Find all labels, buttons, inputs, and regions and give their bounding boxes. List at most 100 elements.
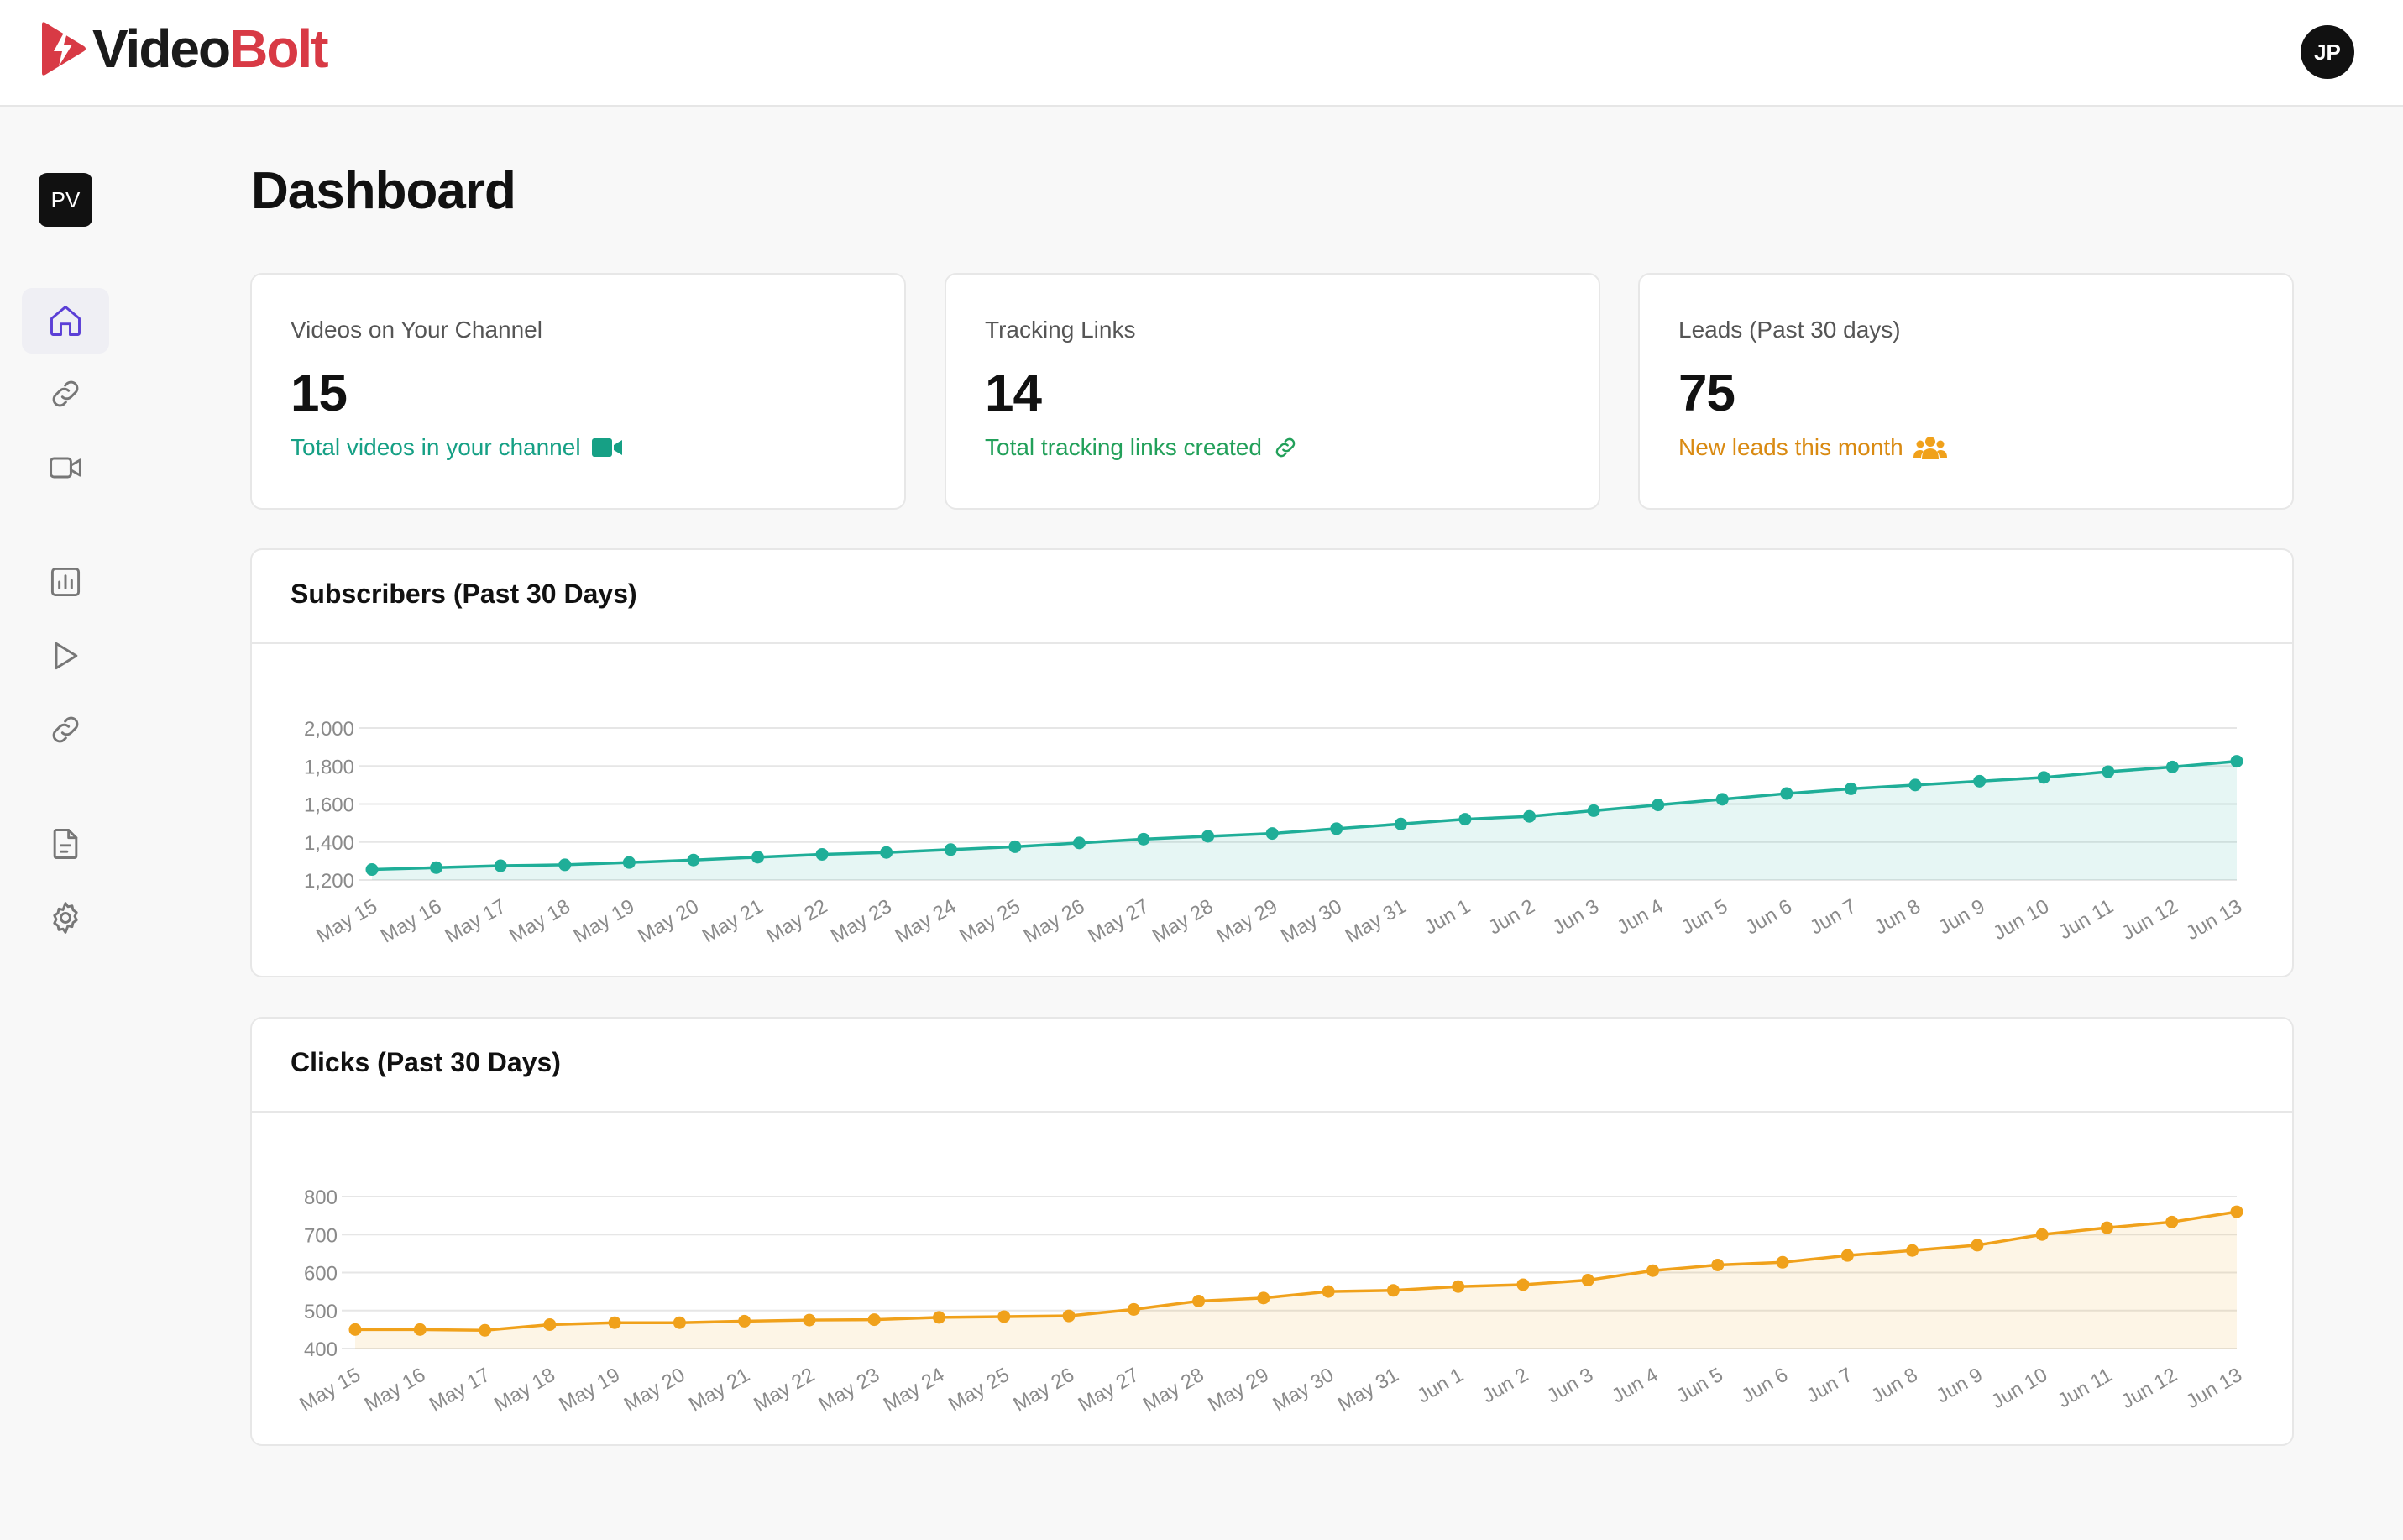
stat-value: 14 bbox=[985, 364, 1042, 422]
stat-subtitle-row: Total tracking links created bbox=[985, 434, 1299, 461]
user-avatar[interactable]: JP bbox=[2301, 25, 2354, 79]
x-tick-label: May 17 bbox=[442, 895, 510, 948]
data-point bbox=[751, 851, 765, 864]
x-tick-label: May 24 bbox=[892, 895, 961, 948]
sidebar-item-links[interactable] bbox=[22, 361, 109, 427]
data-point bbox=[622, 856, 636, 869]
x-tick-label: Jun 3 bbox=[1543, 1364, 1597, 1408]
data-point bbox=[1523, 809, 1537, 823]
x-tick-label: May 19 bbox=[555, 1364, 624, 1417]
sidebar-item-tracking[interactable] bbox=[22, 697, 109, 762]
chart-title: Clicks (Past 30 Days) bbox=[291, 1047, 561, 1077]
data-point bbox=[2165, 760, 2179, 773]
data-point bbox=[880, 846, 893, 859]
x-tick-label: Jun 8 bbox=[1867, 1364, 1921, 1408]
data-point bbox=[815, 847, 829, 861]
sidebar-item-videos[interactable] bbox=[22, 435, 109, 500]
data-point bbox=[1394, 817, 1407, 830]
data-point bbox=[1971, 1239, 1984, 1252]
y-tick-label: 1,800 bbox=[304, 756, 354, 778]
data-point bbox=[1715, 793, 1729, 806]
x-tick-label: May 20 bbox=[620, 1364, 689, 1417]
x-tick-label: May 22 bbox=[762, 895, 831, 948]
y-tick-label: 1,400 bbox=[304, 832, 354, 855]
link-icon bbox=[1275, 437, 1296, 458]
data-point bbox=[1257, 1291, 1270, 1305]
x-tick-label: May 30 bbox=[1269, 1364, 1338, 1417]
bar-chart-icon bbox=[50, 567, 81, 597]
x-tick-label: Jun 5 bbox=[1673, 1364, 1726, 1408]
data-point bbox=[2102, 765, 2115, 778]
data-point bbox=[1844, 782, 1857, 795]
data-point bbox=[1908, 778, 1922, 792]
x-tick-label: Jun 9 bbox=[1933, 1364, 1987, 1408]
data-point bbox=[608, 1316, 621, 1329]
data-point bbox=[932, 1311, 945, 1324]
data-point bbox=[1386, 1284, 1400, 1297]
link-icon bbox=[52, 380, 79, 407]
divider bbox=[252, 642, 2292, 644]
sidebar-item-home[interactable] bbox=[22, 288, 109, 354]
x-tick-label: Jun 12 bbox=[2118, 895, 2182, 945]
x-tick-label: Jun 12 bbox=[2118, 1364, 2181, 1413]
data-point bbox=[1072, 836, 1086, 850]
x-tick-label: Jun 4 bbox=[1608, 1364, 1662, 1408]
x-tick-label: May 22 bbox=[750, 1364, 819, 1417]
stat-subtitle-row: Total videos in your channel bbox=[291, 434, 623, 461]
data-point bbox=[1906, 1244, 1919, 1257]
x-tick-label: May 26 bbox=[1020, 895, 1089, 948]
x-tick-label: May 28 bbox=[1149, 895, 1217, 948]
data-point bbox=[997, 1310, 1011, 1323]
data-point bbox=[543, 1317, 557, 1331]
x-tick-label: May 31 bbox=[1342, 895, 1411, 948]
brand-name: VideoBolt bbox=[92, 18, 329, 79]
x-tick-label: Jun 7 bbox=[1806, 895, 1860, 940]
data-point bbox=[1646, 1264, 1660, 1277]
stat-subtitle: Total tracking links created bbox=[985, 434, 1262, 460]
divider bbox=[252, 1111, 2292, 1113]
sidebar-item-settings[interactable] bbox=[22, 885, 109, 951]
data-point bbox=[1202, 830, 1215, 843]
data-point bbox=[687, 853, 700, 867]
x-tick-label: Jun 5 bbox=[1678, 895, 1731, 940]
data-point bbox=[803, 1313, 816, 1327]
sidebar-item-analytics[interactable] bbox=[22, 549, 109, 615]
stat-label: Leads (Past 30 days) bbox=[1678, 317, 1901, 343]
stat-card-videos: Videos on Your Channel 15 Total videos i… bbox=[250, 273, 906, 510]
data-point bbox=[1192, 1294, 1206, 1307]
page-title: Dashboard bbox=[251, 162, 516, 220]
data-point bbox=[1516, 1278, 1530, 1291]
y-tick-label: 500 bbox=[304, 1301, 338, 1323]
x-tick-label: Jun 8 bbox=[1871, 895, 1924, 940]
data-point bbox=[1587, 804, 1600, 817]
stat-card-leads: Leads (Past 30 days) 75 New leads this m… bbox=[1638, 273, 2294, 510]
x-tick-label: Jun 13 bbox=[2182, 1364, 2246, 1413]
chart-title: Subscribers (Past 30 Days) bbox=[291, 579, 637, 609]
y-tick-label: 800 bbox=[304, 1186, 338, 1209]
clicks-chart-card: Clicks (Past 30 Days) 400 500 600 700 800 May… bbox=[250, 1017, 2294, 1446]
x-tick-label: May 15 bbox=[296, 1364, 364, 1417]
x-tick-label: May 15 bbox=[312, 895, 381, 948]
data-point bbox=[1322, 1285, 1335, 1298]
data-point bbox=[2100, 1221, 2113, 1234]
data-point bbox=[1330, 822, 1343, 835]
x-tick-label: Jun 11 bbox=[2055, 895, 2117, 945]
sidebar-item-documents[interactable] bbox=[22, 811, 109, 877]
data-point bbox=[1973, 774, 1987, 788]
x-tick-label: May 25 bbox=[955, 895, 1024, 948]
sidebar-item-player[interactable] bbox=[22, 623, 109, 689]
home-icon bbox=[50, 306, 81, 336]
brand-logo[interactable]: VideoBolt bbox=[40, 18, 329, 79]
data-point bbox=[1265, 827, 1279, 841]
x-tick-label: Jun 2 bbox=[1484, 895, 1538, 940]
x-tick-label: Jun 10 bbox=[1989, 895, 2053, 945]
data-point bbox=[867, 1313, 881, 1327]
x-tick-label: May 23 bbox=[815, 1364, 884, 1417]
data-point bbox=[673, 1316, 686, 1329]
stat-value: 75 bbox=[1678, 364, 1736, 422]
x-tick-label: May 21 bbox=[699, 895, 767, 948]
workspace-badge[interactable]: PV bbox=[39, 173, 92, 227]
bolt-play-icon bbox=[42, 22, 86, 76]
data-point bbox=[2230, 755, 2243, 768]
data-point bbox=[365, 863, 379, 877]
